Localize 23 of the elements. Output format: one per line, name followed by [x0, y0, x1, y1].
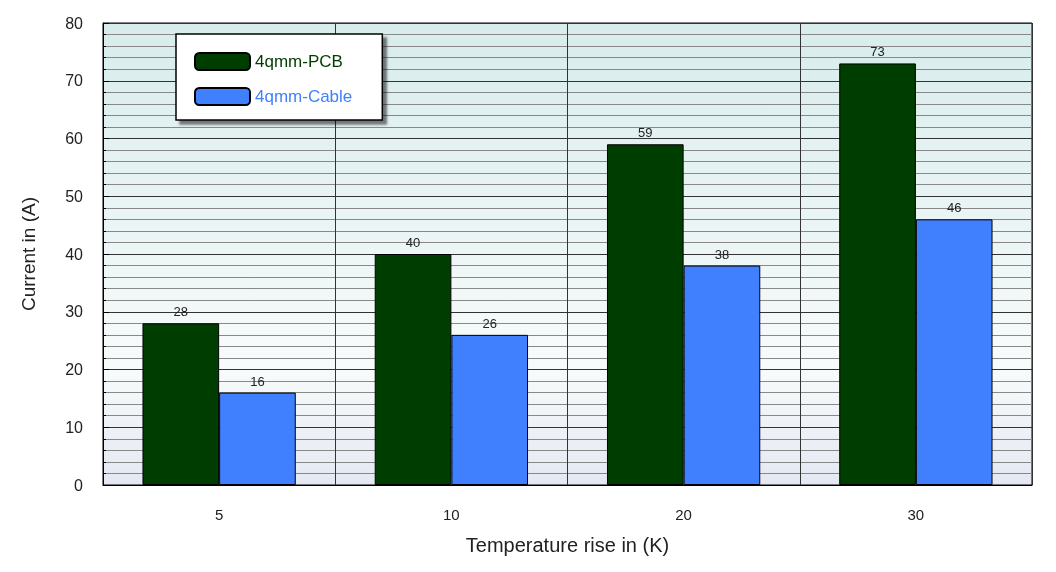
x-axis-title: Temperature rise in (K)	[465, 534, 670, 556]
data-label: 59	[638, 125, 653, 141]
y-axis-title: Current in (A)	[18, 196, 39, 312]
data-label: 26	[482, 315, 497, 331]
legend-label: 4qmm-Cable	[255, 87, 353, 106]
data-label: 40	[405, 235, 421, 250]
x-tick-label: 30	[907, 506, 925, 523]
legend-label: 4qmm-PCB	[255, 52, 343, 71]
x-tick-label: 5	[214, 506, 224, 523]
y-tick-label: 0	[74, 476, 84, 494]
data-label: 46	[946, 200, 962, 216]
y-tick-label: 50	[65, 187, 84, 205]
data-label: 73	[870, 44, 885, 60]
y-tick-label: 80	[65, 14, 84, 32]
y-tick-label: 70	[65, 72, 84, 90]
data-label: 16	[250, 373, 265, 389]
x-tick-label: 20	[675, 506, 692, 523]
y-tick-label: 60	[65, 130, 84, 147]
x-tick-label: 10	[443, 506, 460, 523]
y-tick-label: 30	[65, 303, 84, 321]
y-tick-label: 40	[65, 245, 84, 263]
y-tick-label: 20	[65, 361, 84, 378]
y-tick-label: 10	[65, 418, 84, 436]
